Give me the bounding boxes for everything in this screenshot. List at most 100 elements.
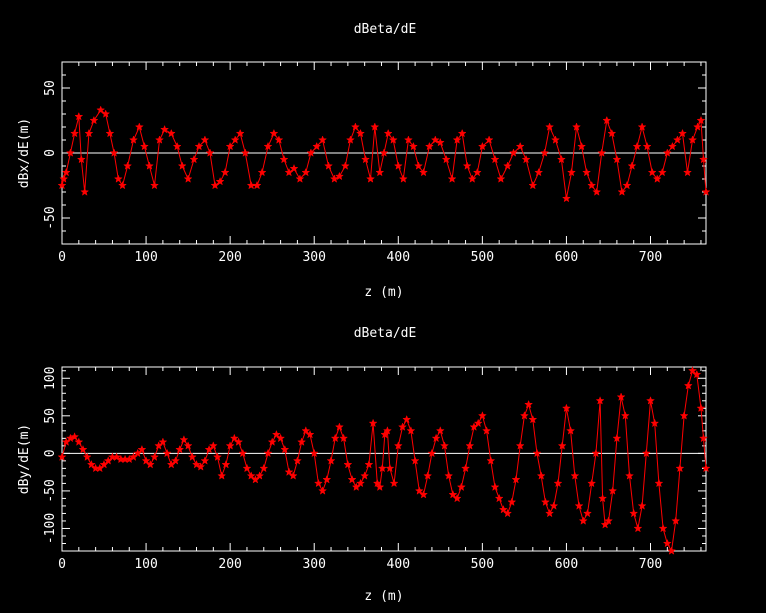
data-point-star [414,486,424,495]
data-point-star [699,154,708,164]
data-point-star [150,180,159,190]
data-point-star [658,523,668,533]
data-point-star [80,187,90,196]
data-point-star [187,452,197,461]
data-point-star [688,135,698,144]
data-point-star [587,180,597,190]
data-point-star [441,154,451,164]
data-point-star [424,141,434,151]
data-point-star [366,174,376,183]
data-point-star [267,437,277,446]
data-point-star [473,418,483,428]
data-point-star [551,135,560,144]
data-point-star [403,135,413,144]
data-point-star [123,161,133,170]
data-point-star [383,128,393,138]
data-point-star [194,141,204,151]
data-point-star [556,154,566,164]
data-point-star [334,171,344,181]
data-point-star [189,154,199,164]
data-point-star [379,148,389,157]
data-point-star [701,463,711,473]
data-point-star [274,135,284,144]
data-point-star [179,435,189,444]
data-point-star [370,122,380,131]
data-point-star [279,154,289,164]
data-point-star [246,471,256,480]
data-point-star [598,493,608,503]
data-point-star [84,128,94,138]
data-point-star [263,141,273,151]
data-point-star [372,478,382,488]
data-point-star [70,128,80,138]
plot-area-top [57,105,711,203]
data-point-star [158,437,168,446]
data-point-star [696,115,706,125]
data-point-star [536,471,546,480]
data-point-star [650,418,660,428]
data-point-star [675,463,685,473]
y-axis-label-bottom: dBy/dE(m) [17,424,32,494]
data-point-star [347,475,357,484]
x-tick-label: 0 [58,557,66,572]
data-point-star [350,122,360,131]
x-tick-label: 500 [471,250,494,265]
data-point-star [129,135,138,144]
data-point-star [642,141,652,151]
data-point-star [382,426,392,435]
data-point-star [521,154,531,164]
data-point-star [423,471,433,480]
data-point-star [553,478,563,488]
data-point-star [175,444,185,454]
data-point-star [595,396,605,405]
data-point-star [76,154,86,164]
data-point-star [534,167,544,177]
data-point-star [375,482,385,491]
data-point-star [456,482,466,491]
data-point-star [324,161,333,170]
data-point-star [608,486,618,495]
data-point-star [419,167,428,177]
data-point-star [583,508,592,518]
data-point-star [109,148,119,157]
data-point-star [345,135,355,144]
chart-title-top: dBeta/dE [354,22,417,37]
x-tick-label: 200 [218,250,241,265]
data-point-star [612,433,622,443]
data-point-star [141,456,151,465]
data-point-star [528,414,538,424]
data-point-star [113,174,123,183]
data-point-star [662,148,672,157]
data-point-star [448,490,458,499]
data-point-star [259,463,269,473]
data-point-star [701,187,711,196]
data-point-star [498,505,508,514]
data-point-star [368,418,378,428]
data-point-star [393,161,403,170]
data-point-star [220,167,230,177]
data-point-star [162,448,172,458]
data-point-star [532,448,542,458]
data-point-star [393,441,403,450]
data-point-star [402,414,412,424]
data-point-star [318,135,328,144]
data-point-star [340,161,350,170]
data-point-star [484,135,494,144]
data-point-star [607,128,617,138]
data-point-star [472,167,482,177]
x-tick-label: 600 [555,250,578,265]
data-point-star [301,167,311,177]
data-point-star [375,167,385,177]
x-tick-label: 0 [58,250,66,265]
data-point-star [297,437,307,446]
data-point-star [235,128,245,138]
data-point-star [59,174,69,183]
data-point-star [183,441,193,450]
data-point-star [503,161,513,170]
data-point-star [280,444,290,454]
data-point-star [334,422,344,431]
data-point-star [144,161,154,170]
data-point-star [545,508,555,518]
data-point-star [57,180,67,190]
data-point-star [577,141,587,151]
